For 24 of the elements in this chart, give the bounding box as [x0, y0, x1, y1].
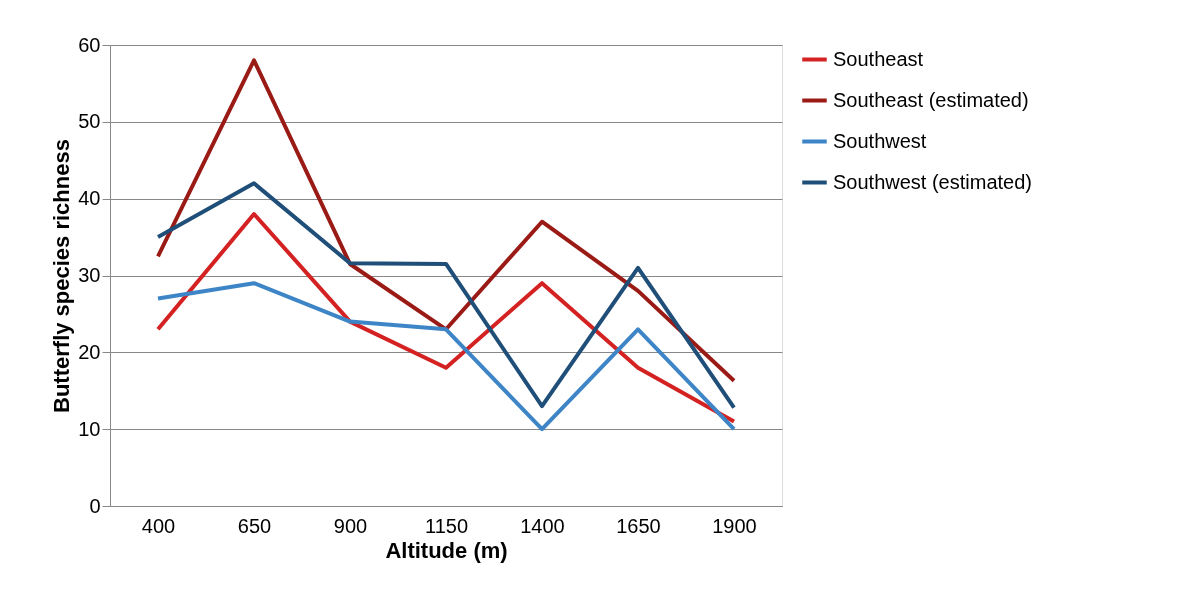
legend-label: Southeast	[833, 47, 924, 70]
y-tick-label: 40	[78, 187, 101, 210]
y-tick-label: 50	[78, 110, 101, 133]
x-tick-label: 1400	[520, 514, 565, 537]
line-series	[156, 281, 736, 432]
line-series	[156, 58, 736, 383]
x-tick-label: 1900	[712, 514, 757, 537]
line-series	[156, 212, 736, 424]
y-tick-label: 20	[78, 340, 101, 363]
legend-label: Southwest (estimated)	[833, 170, 1032, 193]
x-tick-label: 650	[237, 514, 272, 537]
y-tick-label: 60	[78, 33, 101, 56]
legend-label: Southeast (estimated)	[833, 88, 1029, 111]
y-axis-title: Butterfly species richness	[49, 139, 75, 413]
x-tick-label: 900	[333, 514, 368, 537]
x-tick-label: 400	[141, 514, 176, 537]
x-tick-label: 1650	[616, 514, 661, 537]
x-tick-label: 1150	[424, 514, 469, 537]
y-tick-label: 0	[89, 494, 101, 517]
legend-label: Southwest	[833, 129, 927, 152]
line-series	[156, 181, 736, 410]
x-axis-title: Altitude (m)	[385, 537, 508, 563]
y-tick-label: 10	[78, 417, 101, 440]
y-tick-label: 30	[78, 264, 101, 286]
